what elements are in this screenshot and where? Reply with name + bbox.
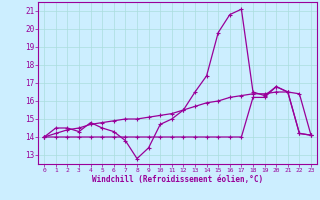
X-axis label: Windchill (Refroidissement éolien,°C): Windchill (Refroidissement éolien,°C): [92, 175, 263, 184]
